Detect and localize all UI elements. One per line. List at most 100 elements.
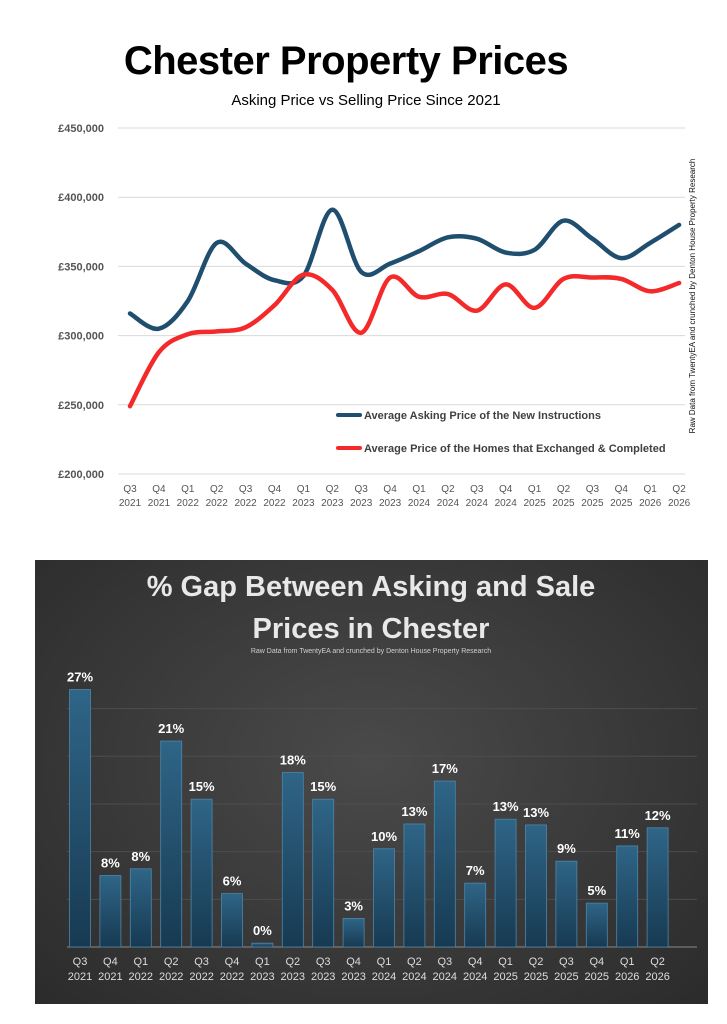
gap-bar-label: 6% [223,874,242,889]
chart1-subtitle: Asking Price vs Selling Price Since 2021 [231,92,500,109]
chart2-x-tick-quarter: Q4 [225,956,240,968]
gap-bar [99,875,122,948]
chart1-title: Chester Property Prices [124,39,568,83]
chart1-x-tick-year: 2026 [639,498,662,509]
gap-bar [433,780,456,948]
gap-bar-label: 0% [253,923,272,938]
chart2-x-tick-year: 2023 [281,971,305,983]
chart2-x-tick-year: 2024 [463,971,487,983]
gap-bar-label: 18% [280,752,306,767]
chart2-x-tick-year: 2025 [585,971,609,983]
gap-bar [312,798,335,948]
gap-bar [464,882,487,948]
gap-bar-label: 5% [587,883,606,898]
chart1-source-note: Raw Data from TwentyEA and crunched by D… [688,159,697,434]
chart1-y-tick-label: £400,000 [58,192,104,204]
gap-bar [221,893,243,948]
gap-bar [281,772,304,948]
chart2-x-tick-year: 2021 [68,971,92,983]
chart2-title-line2: Prices in Chester [253,613,490,645]
gap-bar-label: 11% [615,826,641,841]
chart1-x-tick-quarter: Q4 [152,484,166,495]
chart2-x-tick-year: 2021 [98,971,122,983]
gap-bar-label: 10% [371,829,397,844]
chart1-x-tick-year: 2025 [581,498,604,509]
gap-bar-label: 8% [101,855,120,870]
chart2-x-tick-year: 2024 [402,971,426,983]
chart2-x-tick-quarter: Q2 [650,956,665,968]
gap-bar-label: 21% [158,721,184,736]
chart2-bars [69,689,669,948]
gap-bar [585,902,608,948]
chart1-x-tick-year: 2022 [234,498,257,509]
gap-bar [69,689,91,948]
chart1-x-tick-quarter: Q3 [123,484,137,495]
gap-bar-label: 27% [67,670,93,685]
chart2-x-tick-year: 2026 [615,971,639,983]
chart1-y-tick-label: £200,000 [58,469,104,481]
chart1-x-tick-year: 2021 [119,498,142,509]
selling-price-line [127,272,682,409]
chart2-x-tick-quarter: Q2 [164,956,179,968]
chart1-x-tick-quarter: Q2 [557,484,571,495]
chart2-x-tick-year: 2025 [493,971,517,983]
chart1-x-tick-quarter: Q1 [528,484,542,495]
chart2-x-tick-quarter: Q3 [437,956,452,968]
chart2-x-tick-quarter: Q1 [133,956,148,968]
chart2-x-tick-year: 2025 [524,971,548,983]
legend-label-sold: Average Price of the Homes that Exchange… [364,443,666,455]
chart1-x-tick-year: 2026 [668,498,691,509]
chart2-data-labels: 27% 8% 8% 21% 15% 6% 0% 18% 15% 3% 10% 13% 17% 7% 13% 1… [67,670,671,939]
chart1-x-tick-year: 2024 [495,498,518,509]
gap-bar [555,860,578,948]
chart1-x-tick-year: 2024 [466,498,489,509]
gap-bar-label: 17% [432,761,458,776]
chart2-x-tick-quarter: Q4 [468,956,483,968]
chart2-x-tick-year: 2023 [311,971,335,983]
chart1-x-tick-quarter: Q4 [268,484,282,495]
chart1-x-tick-year: 2022 [206,498,229,509]
chart1-x-tick-year: 2022 [263,498,286,509]
chart2-x-tick-year: 2023 [250,971,274,983]
chart2-x-tick-quarter: Q2 [529,956,544,968]
chart1-x-tick-quarter: Q2 [210,484,224,495]
chart1-y-tick-label: £300,000 [58,331,104,343]
gap-bar [616,845,639,948]
chart2-x-tick-quarter: Q3 [194,956,209,968]
chart1-x-tick-quarter: Q3 [355,484,369,495]
chart1-series [127,207,682,409]
chart1-legend: Average Asking Price of the New Instruct… [336,410,666,455]
chart2-x-tick-year: 2022 [189,971,213,983]
chart1-x-tick-quarter: Q1 [297,484,311,495]
chart1-x-axis: Q3 2021 Q4 2021 Q1 2022 Q2 2022 Q3 2022 Q4 2022 Q1 20… [119,484,691,509]
chart1-x-tick-quarter: Q3 [586,484,600,495]
gap-bar-label: 3% [344,898,363,913]
chart1-x-tick-year: 2023 [292,498,315,509]
chart1-y-tick-label: £350,000 [58,261,104,273]
gap-bar-label: 13% [401,804,427,819]
chart1-x-tick-quarter: Q3 [470,484,484,495]
asking-price-line [127,207,682,332]
gap-bar [646,827,669,948]
gap-bar-label: 12% [645,808,671,823]
gap-bar [403,823,426,948]
chart2-x-tick-year: 2023 [341,971,365,983]
chart2-x-tick-quarter: Q3 [316,956,331,968]
chart2-x-tick-quarter: Q1 [498,956,513,968]
gap-bar-label: 13% [493,799,519,814]
gap-bar [494,818,517,948]
gap-bar-label: 13% [523,805,549,820]
chart2-x-tick-year: 2026 [645,971,669,983]
chart2-x-tick-quarter: Q1 [255,956,270,968]
gap-bar-label: 9% [557,841,576,856]
chart2-x-tick-year: 2025 [554,971,578,983]
gap-bar [373,848,395,948]
price-line-chart: Chester Property Prices Asking Price vs … [58,39,697,509]
gap-bar-chart: % Gap Between Asking and Sale Prices in … [67,571,697,983]
chart2-x-axis: Q3 2021 Q4 2021 Q1 2022 Q2 2022 Q3 2022 Q4 2022 Q1 20… [68,956,670,983]
legend-label-asking: Average Asking Price of the New Instruct… [364,410,601,422]
chart2-x-tick-quarter: Q1 [620,956,635,968]
chart1-x-tick-year: 2023 [350,498,373,509]
chart1-x-tick-year: 2021 [148,498,171,509]
chart2-x-tick-year: 2022 [159,971,183,983]
